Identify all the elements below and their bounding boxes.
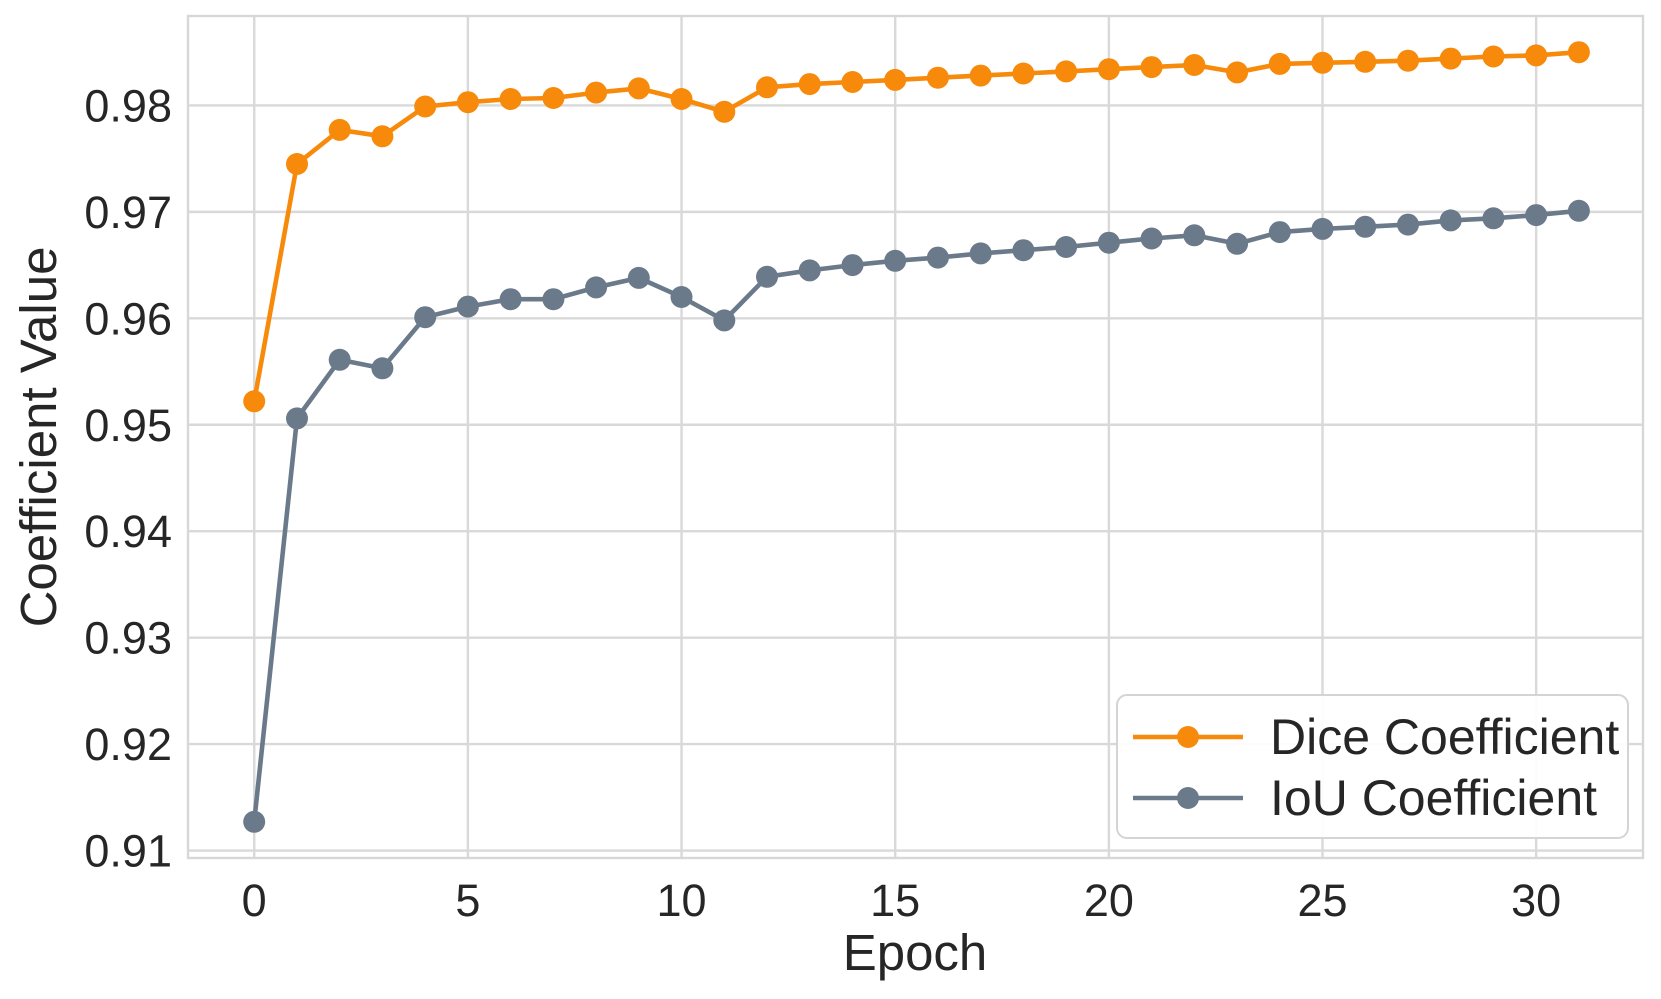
- x-tick-label: 30: [1511, 875, 1561, 926]
- data-point-marker: [926, 66, 949, 89]
- data-point-marker: [969, 242, 992, 265]
- y-tick-label: 0.92: [84, 719, 172, 770]
- y-tick-label: 0.98: [84, 80, 172, 131]
- data-point-marker: [243, 810, 266, 833]
- data-point-marker: [627, 77, 650, 100]
- data-point-marker: [286, 407, 308, 430]
- y-tick-label: 0.91: [84, 826, 172, 877]
- legend-label: IoU Coefficient: [1270, 770, 1597, 826]
- data-point-marker: [1397, 49, 1419, 72]
- data-point-marker: [1567, 41, 1590, 64]
- data-point-marker: [1012, 239, 1035, 262]
- data-point-marker: [670, 286, 693, 308]
- data-point-marker: [1055, 236, 1078, 258]
- data-point-marker: [1140, 56, 1163, 79]
- data-point-marker: [969, 64, 992, 87]
- data-point-marker: [1012, 62, 1035, 85]
- data-point-marker: [456, 295, 479, 318]
- y-tick-label: 0.95: [84, 400, 172, 451]
- data-point-marker: [798, 73, 821, 96]
- data-point-marker: [1439, 47, 1462, 70]
- y-tick-label: 0.94: [84, 506, 172, 557]
- data-point-marker: [499, 88, 522, 110]
- data-point-marker: [884, 249, 907, 272]
- data-point-marker: [1311, 217, 1334, 240]
- data-point-marker: [884, 68, 907, 91]
- legend-item: IoU Coefficient: [1133, 770, 1597, 826]
- data-point-marker: [627, 266, 650, 289]
- legend-box: [1116, 694, 1629, 839]
- x-tick-label: 0: [242, 875, 267, 926]
- dice-series: [243, 41, 1590, 413]
- data-point-marker: [841, 254, 864, 277]
- data-point-marker: [371, 125, 394, 148]
- plot-area: [186, 14, 1645, 860]
- data-point-marker: [1097, 231, 1120, 254]
- data-point-marker: [1055, 60, 1078, 83]
- data-point-marker: [243, 390, 266, 413]
- data-point-marker: [1311, 51, 1334, 74]
- data-point-marker: [841, 71, 864, 93]
- data-point-marker: [1525, 44, 1548, 67]
- data-point-marker: [1567, 199, 1590, 222]
- data-point-marker: [499, 288, 522, 311]
- data-point-marker: [542, 87, 565, 109]
- legend-marker: [1177, 726, 1199, 748]
- data-point-marker: [713, 100, 736, 123]
- tick-labels: 0 5 10 15 20 25 30 0.91 0.92 0.93 0.94 0.95 0.96 0.97…: [84, 80, 1561, 926]
- data-point-marker: [1397, 213, 1419, 236]
- x-axis-label: Epoch: [843, 924, 988, 981]
- data-point-marker: [585, 276, 608, 299]
- data-point-marker: [1183, 224, 1206, 247]
- data-point-marker: [1183, 54, 1206, 76]
- data-point-marker: [542, 288, 565, 311]
- data-point-marker: [713, 309, 736, 332]
- data-point-marker: [1482, 45, 1505, 68]
- data-point-marker: [371, 357, 394, 380]
- data-point-marker: [328, 118, 351, 141]
- data-point-marker: [1226, 232, 1249, 255]
- data-point-marker: [926, 246, 949, 269]
- data-point-marker: [1140, 227, 1163, 250]
- data-point-marker: [1354, 215, 1377, 238]
- y-tick-label: 0.97: [84, 187, 172, 238]
- iou-series: [243, 199, 1590, 833]
- x-tick-label: 20: [1084, 875, 1134, 926]
- data-point-marker: [414, 306, 437, 329]
- legend-item: Dice Coefficient: [1133, 709, 1619, 765]
- data-point-marker: [756, 265, 778, 288]
- data-point-marker: [756, 76, 778, 99]
- data-point-marker: [798, 259, 821, 282]
- data-point-marker: [1439, 209, 1462, 232]
- data-point-marker: [1268, 52, 1291, 75]
- x-tick-label: 10: [656, 875, 706, 926]
- y-tick-label: 0.93: [84, 613, 172, 664]
- data-point-marker: [328, 348, 351, 371]
- data-point-marker: [456, 91, 479, 114]
- data-point-marker: [585, 81, 608, 104]
- x-tick-label: 5: [455, 875, 480, 926]
- x-tick-label: 15: [870, 875, 920, 926]
- data-point-marker: [414, 95, 437, 118]
- data-point-marker: [1097, 58, 1120, 81]
- data-point-marker: [1354, 50, 1377, 73]
- data-point-marker: [1226, 61, 1249, 84]
- y-tick-label: 0.96: [84, 293, 172, 344]
- data-point-marker: [286, 153, 308, 175]
- data-point-marker: [670, 88, 693, 110]
- y-axis-label: Coefficient Value: [10, 247, 67, 628]
- legend-label: Dice Coefficient: [1270, 709, 1619, 765]
- x-tick-label: 25: [1297, 875, 1347, 926]
- data-point-marker: [1268, 221, 1291, 244]
- legend-marker: [1177, 787, 1199, 809]
- grid-layer: [188, 16, 1643, 858]
- data-point-marker: [1525, 204, 1548, 227]
- data-point-marker: [1482, 207, 1505, 230]
- series-layer: [243, 41, 1590, 833]
